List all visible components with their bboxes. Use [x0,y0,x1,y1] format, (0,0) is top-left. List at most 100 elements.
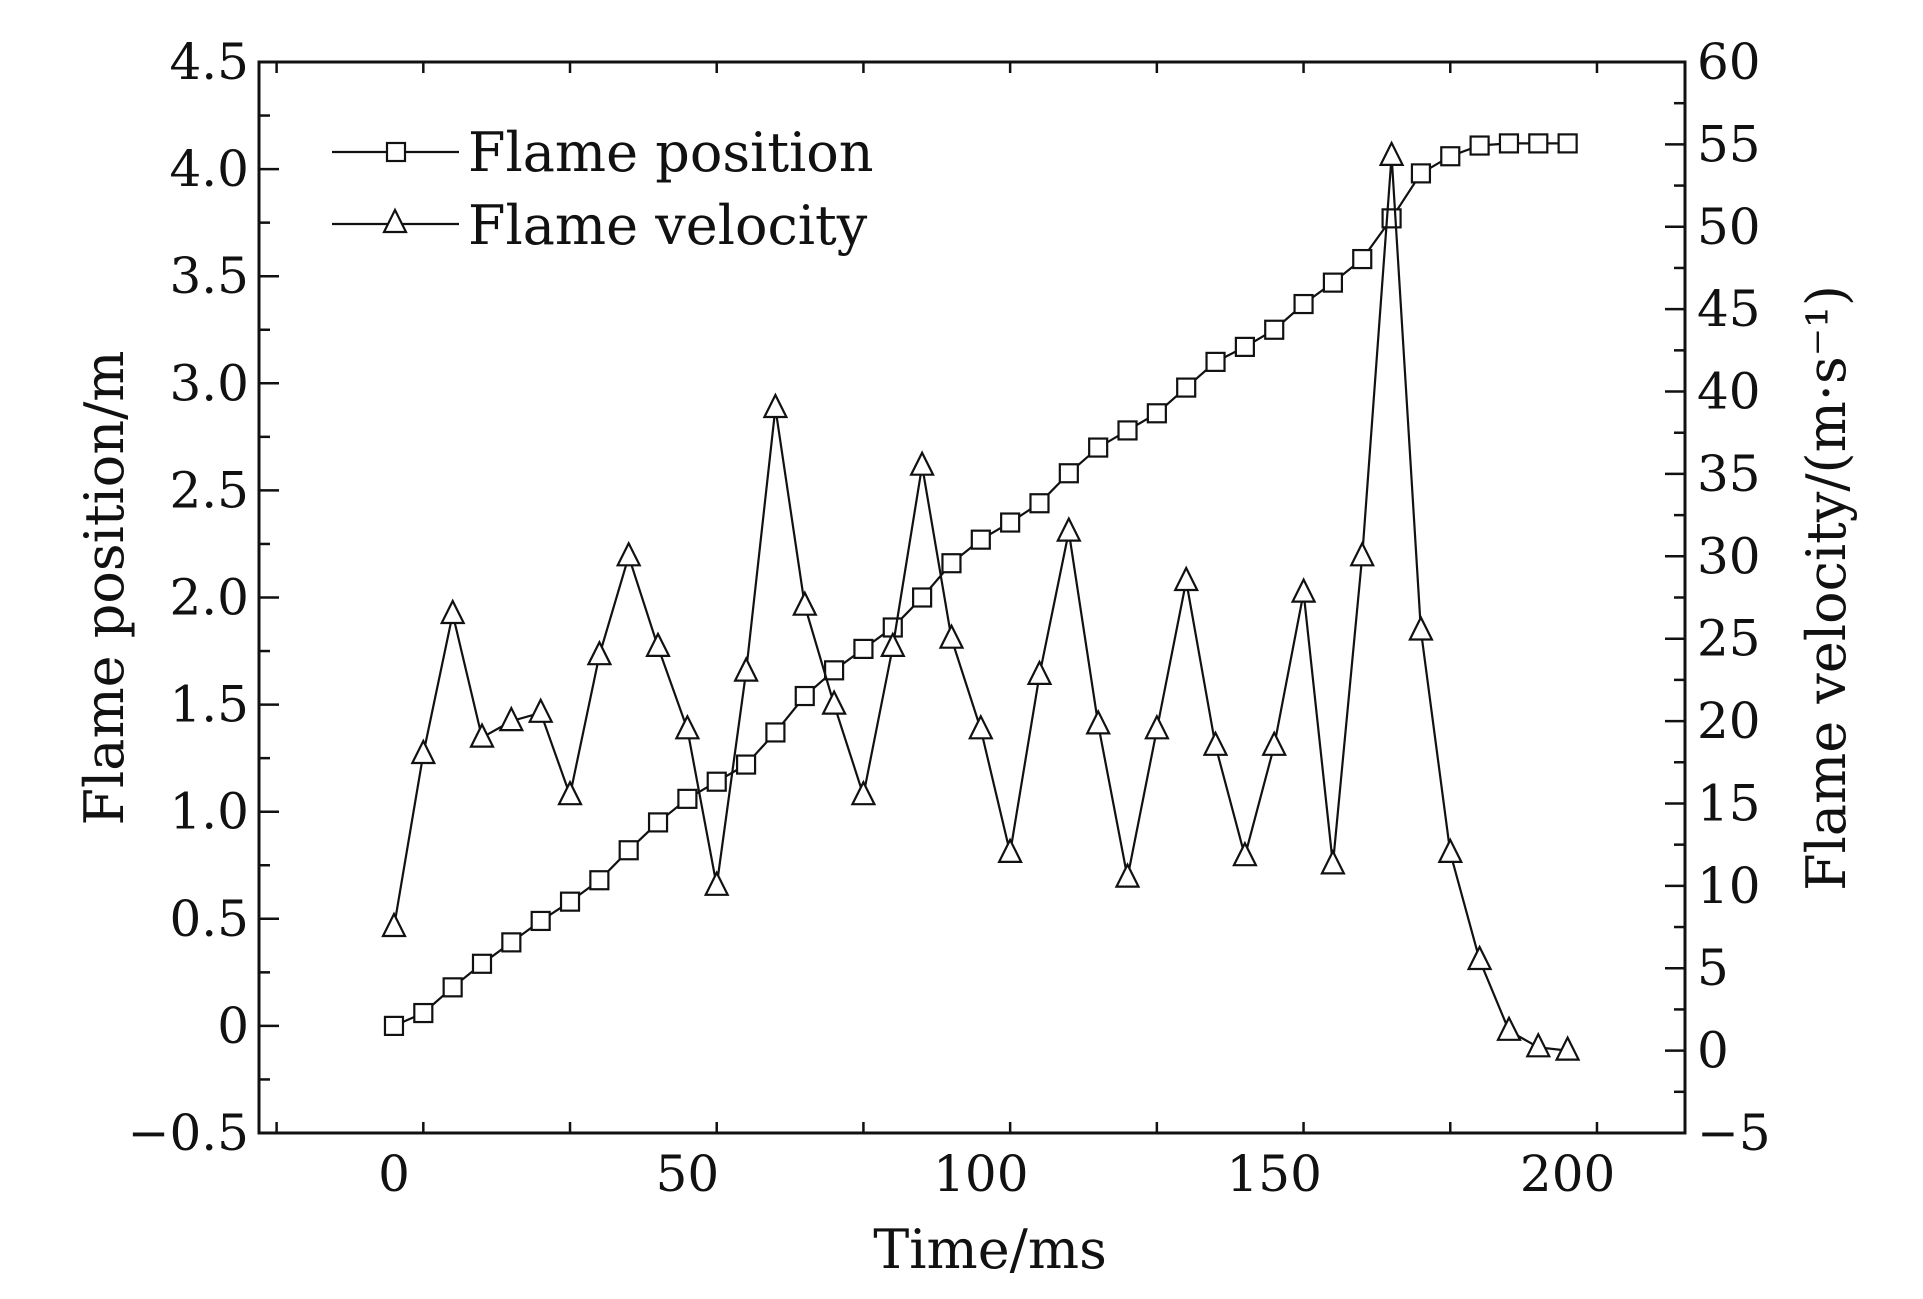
flame-velocity-point [1173,565,1199,592]
flame-position-point [1440,146,1461,167]
flame-velocity-point [1290,577,1317,603]
flame-position-point [1029,493,1050,514]
y-left-tick-label: 4.5 [169,33,249,91]
flame-position-point [677,788,698,809]
y-left-tick-label: 2.5 [169,461,249,519]
flame-velocity-point [645,631,671,658]
flame-position-point [1352,248,1373,270]
flame-position-point [970,529,991,550]
y-left-tick-label: 0 [217,997,249,1055]
flame-velocity-point [498,705,525,732]
flame-position-point [1410,163,1432,184]
y-right-tick-label: 15 [1697,774,1761,832]
flame-position-point [853,638,874,660]
flame-velocity-point [1408,615,1434,641]
flame-position-point [1176,377,1197,398]
legend-label-flame-position: Flame position [468,121,874,184]
y-left-tick-label: 1.5 [169,676,249,734]
flame-position-point [471,953,493,974]
flame-velocity-point [880,631,906,658]
flame-velocity-point [557,779,583,806]
flame-velocity-point [527,697,554,723]
y-right-tick-label: 50 [1697,198,1761,256]
flame-position-point [442,977,463,998]
flame-position-point [530,910,551,932]
y-right-tick-label: 30 [1697,527,1761,585]
flame-velocity-point [439,598,466,625]
flame-velocity-point [1554,1035,1581,1061]
flame-position-point [1528,133,1549,154]
legend-label-flame-velocity: Flame velocity [468,194,868,257]
flame-position-point [912,587,933,608]
y-left-tick-label: 0.5 [169,890,249,948]
y-left-tick-label: 4.0 [169,140,249,198]
flame-position-point [559,891,581,912]
flame-velocity-point [1114,862,1141,888]
y-right-tick-label: 45 [1697,280,1761,338]
flame-position-point [1234,336,1255,357]
flame-velocity-point [997,837,1023,864]
flame-velocity-point [1437,837,1464,864]
axes-layer: 0 50 100 150 200−0.500.51.01.52.02.53.03.54.… [128,33,1771,1203]
legend: Flame position Flame velocity [332,121,874,257]
y-left-tick-label: 2.0 [169,569,249,627]
flame-velocity-point [1525,1031,1552,1058]
y-right-tick-label: 10 [1697,857,1761,915]
flame-velocity-point [909,450,935,476]
flame-velocity-point [1232,840,1258,867]
flame-velocity-point [1085,708,1111,735]
flame-position-point [589,870,610,891]
flame-velocity-point [381,911,407,938]
y-left-tick-label: 1.0 [169,783,249,841]
y-right-tick-label: 35 [1697,445,1761,503]
flame-position-point [647,812,669,833]
flame-position-point [1058,463,1079,484]
flame-position-point [1381,208,1402,229]
flame-velocity-point [674,713,701,740]
flame-velocity-point [1320,848,1346,875]
flame-velocity-point [1349,540,1375,567]
x-tick-label: 150 [1226,1145,1321,1203]
flame-velocity-point [733,656,759,682]
x-tick-label: 0 [378,1145,410,1203]
flame-velocity-point [703,870,730,896]
flame-velocity-point [615,540,642,567]
flame-position-point [706,771,727,792]
x-axis-label: Time/ms [873,1218,1107,1281]
flame-position-point [618,840,639,861]
flame-velocity-point [1466,944,1493,971]
flame-velocity-point [1261,730,1287,756]
x-tick-label: 100 [933,1145,1028,1203]
flame-position-point [794,685,815,707]
flame-velocity-point [762,392,789,419]
y-right-tick-label: 0 [1697,1022,1729,1080]
x-tick-label: 50 [656,1145,720,1203]
flame-velocity-point [850,779,877,806]
flame-velocity-point [586,639,613,666]
flame-position-point [1000,512,1021,533]
flame-velocity-point [1378,140,1405,166]
legend-square-marker [385,141,407,163]
y-right-tick-label: 60 [1697,33,1761,91]
flame-position-point [1322,272,1344,293]
flame-position-point [735,754,757,775]
flame-position-point [1205,351,1226,372]
y-right-tick-label: −5 [1697,1104,1771,1162]
plot-layer [381,133,1581,1061]
flame-position-point [383,1015,405,1037]
flame-velocity-point [469,722,495,748]
series-line-flame-velocity [392,155,1568,1052]
flame-position-point [413,1002,434,1024]
y-right-tick-label: 20 [1697,692,1761,750]
flame-velocity-point [968,713,994,740]
y-axis-right-label: Flame velocity/(m·s⁻¹) [1795,285,1858,891]
flame-velocity-point [1026,659,1053,686]
flame-velocity-point [1056,516,1082,542]
y-axis-left-label: Flame position/m [73,351,136,826]
flame-velocity-point [1496,1015,1522,1041]
flame-position-point [1557,133,1578,154]
flame-position-point [1117,420,1138,441]
flame-velocity-point [1202,730,1229,756]
flame-position-point [1469,135,1490,156]
